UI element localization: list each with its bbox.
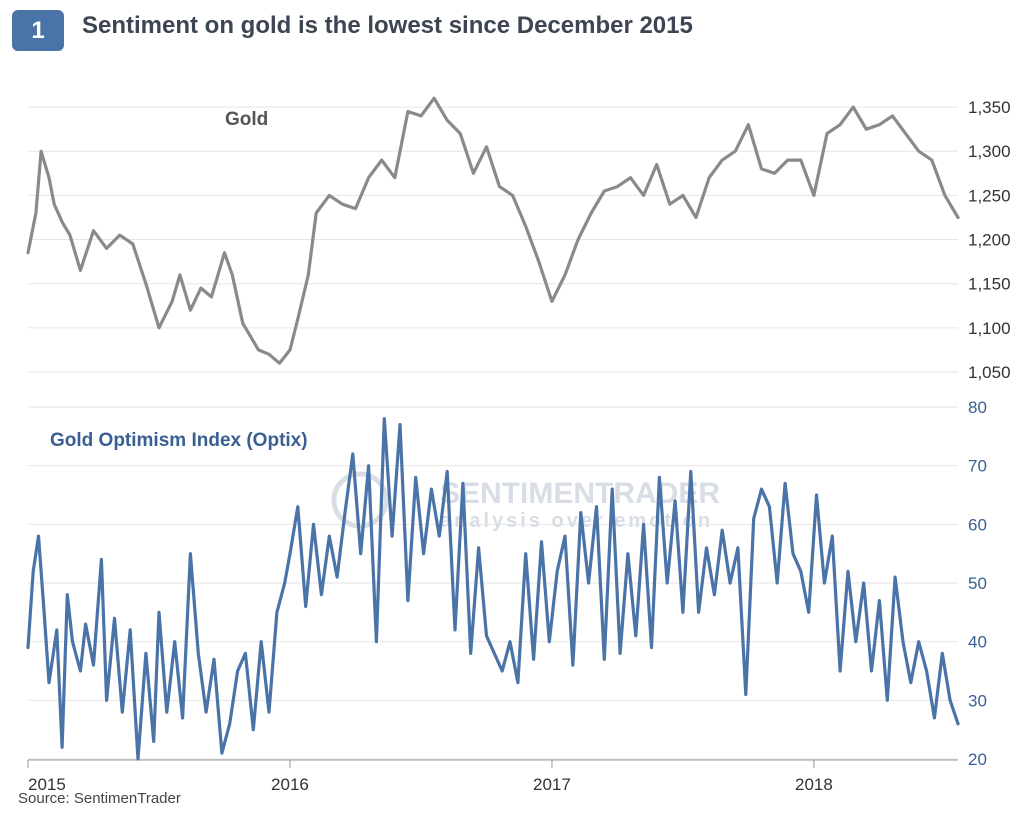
chart-title: Sentiment on gold is the lowest since De…: [82, 12, 693, 39]
optix-y-tick-label: 70: [968, 457, 987, 476]
gold-y-tick-label: 1,150: [968, 275, 1011, 294]
x-tick-label: 2015: [28, 775, 66, 794]
axes: [27, 759, 958, 768]
gridlines: [28, 106, 958, 760]
figure-number-badge: 1: [12, 10, 64, 51]
optix-y-tick-label: 50: [968, 574, 987, 593]
gold-y-tick-label: 1,100: [968, 319, 1011, 338]
x-tick-label: 2018: [795, 775, 833, 794]
gold-price-line: [26, 96, 960, 365]
gold-y-tick-label: 1,300: [968, 142, 1011, 161]
axis-labels: 1,350 1,300 1,250 1,200 1,150 1,100 1,050 80 70 6…: [28, 98, 1011, 794]
watermark-logo-mark: [331, 471, 389, 529]
x-tick-label: 2016: [271, 775, 309, 794]
optix-index-line: [26, 417, 960, 761]
gold-y-tick-label: 1,350: [968, 98, 1011, 117]
optix-series-label: Gold Optimism Index (Optix): [50, 430, 308, 451]
series-lines: [26, 96, 960, 761]
source-note: Source: SentimenTrader: [18, 790, 181, 807]
watermark-name: SENTIMENTRADER: [440, 477, 720, 510]
optix-y-tick-label: 80: [968, 398, 987, 417]
x-tick-label: 2017: [533, 775, 571, 794]
gold-y-tick-label: 1,050: [968, 363, 1011, 382]
optix-y-tick-label: 30: [968, 691, 987, 710]
optix-y-tick-label: 60: [968, 515, 987, 534]
optix-y-tick-label: 40: [968, 633, 987, 652]
gold-series-label: Gold: [225, 109, 268, 130]
gold-y-tick-label: 1,200: [968, 231, 1011, 250]
gold-y-tick-label: 1,250: [968, 186, 1011, 205]
optix-y-tick-label: 20: [968, 750, 987, 769]
